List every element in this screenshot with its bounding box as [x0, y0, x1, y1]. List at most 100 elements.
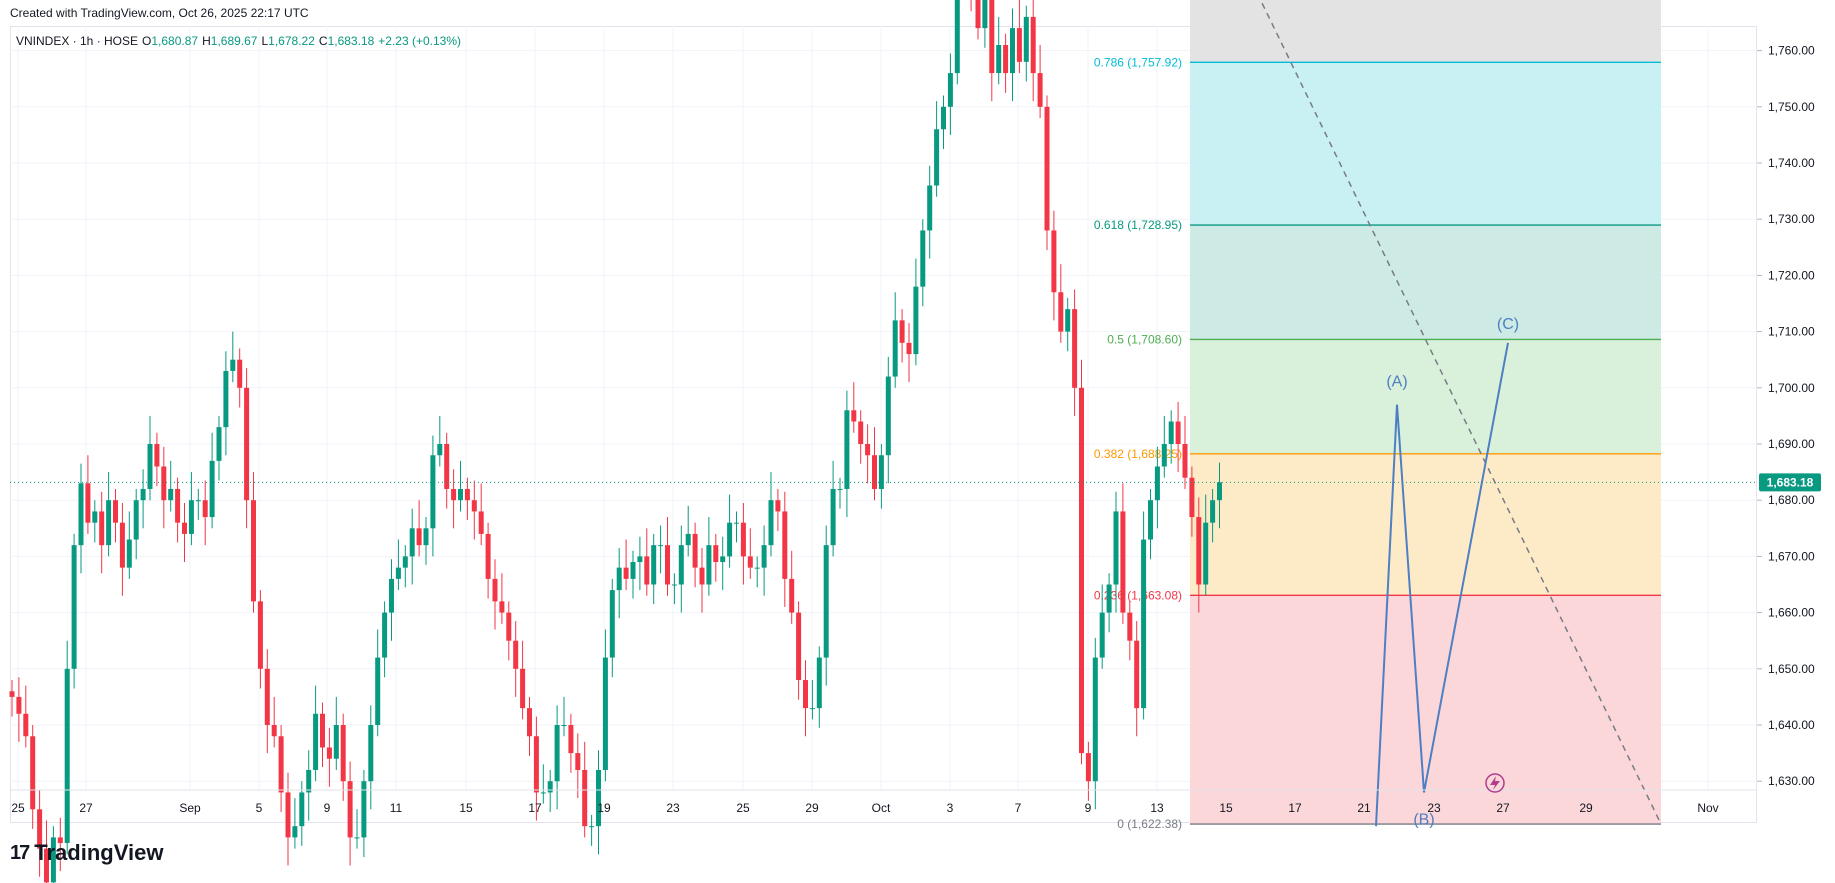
- candle[interactable]: [306, 750, 312, 821]
- candle[interactable]: [513, 621, 519, 697]
- candle[interactable]: [71, 533, 77, 689]
- candle[interactable]: [844, 390, 850, 518]
- candle[interactable]: [209, 432, 215, 529]
- candle[interactable]: [451, 469, 457, 529]
- candle[interactable]: [1210, 488, 1216, 543]
- candle[interactable]: [1092, 637, 1098, 810]
- candle[interactable]: [437, 415, 443, 467]
- candle[interactable]: [658, 525, 664, 574]
- candle[interactable]: [740, 503, 746, 585]
- candle[interactable]: [416, 500, 422, 557]
- candle[interactable]: [154, 432, 160, 487]
- candle[interactable]: [520, 640, 526, 720]
- candle[interactable]: [161, 446, 167, 529]
- candle[interactable]: [803, 660, 808, 737]
- candle[interactable]: [630, 550, 636, 599]
- candle[interactable]: [665, 517, 670, 596]
- candle[interactable]: [182, 503, 187, 563]
- candle[interactable]: [623, 539, 629, 591]
- candle[interactable]: [975, 0, 981, 40]
- candle[interactable]: [113, 488, 118, 543]
- candle[interactable]: [782, 491, 788, 607]
- candle[interactable]: [485, 522, 491, 599]
- candle[interactable]: [678, 525, 684, 613]
- candle[interactable]: [1127, 601, 1133, 661]
- candle[interactable]: [326, 727, 332, 787]
- candle[interactable]: [1106, 573, 1112, 633]
- candle[interactable]: [851, 382, 857, 433]
- candle[interactable]: [554, 705, 560, 810]
- candle[interactable]: [706, 517, 712, 596]
- candle[interactable]: [941, 95, 946, 149]
- candle[interactable]: [1154, 446, 1160, 529]
- candle[interactable]: [347, 761, 353, 866]
- candle[interactable]: [16, 677, 22, 742]
- candle[interactable]: [540, 764, 546, 804]
- candle[interactable]: [637, 536, 643, 591]
- candle[interactable]: [471, 480, 477, 540]
- candle[interactable]: [830, 460, 836, 557]
- candle[interactable]: [9, 680, 15, 717]
- candle[interactable]: [1182, 415, 1188, 489]
- candle[interactable]: [1003, 33, 1009, 93]
- candle[interactable]: [1161, 415, 1167, 478]
- candle[interactable]: [1065, 297, 1071, 352]
- candle[interactable]: [64, 640, 70, 855]
- candle[interactable]: [954, 0, 960, 85]
- candle[interactable]: [671, 573, 677, 605]
- time-axis[interactable]: 25 27 Sep 5 9 11 15 17 19 23 25 29 Oct 3 7 9 13 15 17 21 23 2…: [10, 789, 1757, 815]
- candle[interactable]: [692, 522, 698, 588]
- chart-frame[interactable]: [10, 26, 1757, 823]
- candle[interactable]: [333, 696, 339, 770]
- candle[interactable]: [823, 525, 829, 686]
- candle[interactable]: [257, 590, 263, 689]
- candle[interactable]: [989, 0, 995, 102]
- candle[interactable]: [1085, 741, 1091, 801]
- candle[interactable]: [1058, 264, 1064, 343]
- tradingview-brand[interactable]: 17 TradingView: [10, 840, 163, 866]
- candle[interactable]: [285, 772, 291, 866]
- candle[interactable]: [947, 53, 953, 135]
- candle[interactable]: [906, 323, 912, 383]
- candle[interactable]: [885, 356, 891, 484]
- candle[interactable]: [568, 713, 574, 773]
- candle[interactable]: [1113, 491, 1119, 613]
- candle[interactable]: [423, 517, 429, 565]
- candle[interactable]: [361, 769, 367, 858]
- candle[interactable]: [85, 455, 91, 534]
- candle[interactable]: [920, 219, 926, 307]
- candle[interactable]: [188, 472, 194, 546]
- candle[interactable]: [1030, 0, 1036, 102]
- candle[interactable]: [547, 769, 553, 813]
- candle[interactable]: [444, 432, 450, 509]
- candle[interactable]: [1010, 8, 1015, 102]
- candle[interactable]: [1203, 494, 1209, 596]
- candle[interactable]: [1016, 0, 1022, 74]
- candle[interactable]: [809, 680, 815, 720]
- candle[interactable]: [1120, 483, 1126, 624]
- candle[interactable]: [244, 368, 250, 529]
- price-axis[interactable]: 1,630.00 1,640.00 1,650.00 1,660.00 1,670.00…: [1757, 44, 1821, 789]
- symbol-label[interactable]: VNINDEX · 1h · HOSE: [16, 34, 139, 48]
- candle[interactable]: [237, 348, 243, 408]
- candle[interactable]: [492, 559, 498, 630]
- candle[interactable]: [264, 649, 270, 754]
- candle[interactable]: [1168, 410, 1174, 464]
- candle[interactable]: [175, 477, 181, 543]
- candle[interactable]: [768, 472, 774, 557]
- candle[interactable]: [878, 444, 884, 509]
- candle[interactable]: [761, 525, 767, 596]
- candle[interactable]: [734, 511, 739, 543]
- candle[interactable]: [99, 491, 105, 574]
- candle[interactable]: [644, 528, 650, 596]
- candle[interactable]: [499, 573, 505, 624]
- candle[interactable]: [375, 629, 381, 737]
- candle[interactable]: [927, 165, 933, 259]
- candle[interactable]: [30, 725, 36, 829]
- candle[interactable]: [119, 503, 125, 596]
- candle[interactable]: [37, 789, 43, 877]
- candle[interactable]: [147, 415, 153, 501]
- candle[interactable]: [216, 415, 222, 481]
- candle[interactable]: [458, 460, 463, 512]
- candle[interactable]: [402, 545, 408, 588]
